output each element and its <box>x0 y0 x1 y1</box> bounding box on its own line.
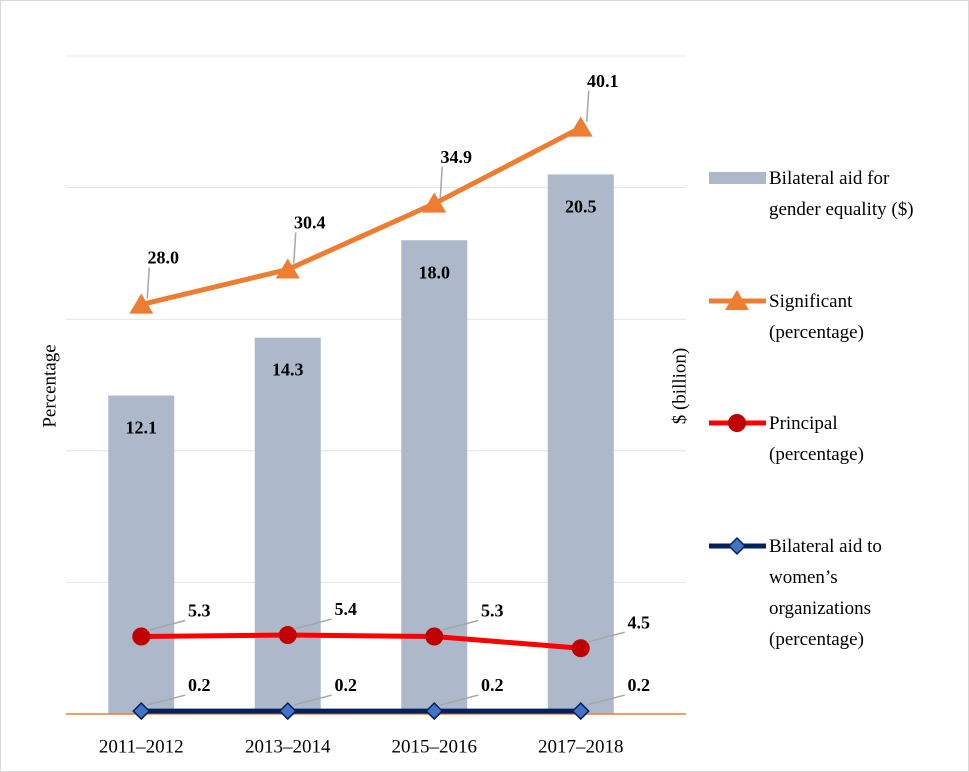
leader-line <box>586 694 625 706</box>
data-label: 0.2 <box>481 675 504 695</box>
leader-line <box>146 267 150 299</box>
data-label: 0.2 <box>335 675 358 695</box>
marker <box>425 627 444 646</box>
y-axis-label: Percentage <box>39 344 60 427</box>
data-label: 12.1 <box>126 418 158 438</box>
marker <box>278 626 297 645</box>
marker <box>129 293 154 314</box>
marker <box>132 702 151 721</box>
x-tick-label: 2015–2016 <box>392 736 478 757</box>
data-label: 5.3 <box>188 601 211 621</box>
bar <box>108 395 175 714</box>
marker <box>571 702 590 721</box>
marker <box>425 702 444 721</box>
data-label: 5.3 <box>481 601 504 621</box>
data-label: 5.4 <box>335 599 358 619</box>
data-label: 4.5 <box>628 612 651 632</box>
data-label: 0.2 <box>628 675 651 695</box>
marker <box>571 639 590 658</box>
data-label: 40.1 <box>587 71 619 91</box>
marker <box>275 258 300 279</box>
legend-label: Bilateral aid to women’s organizations (… <box>769 536 882 650</box>
leader-line <box>293 618 332 630</box>
data-label: 28.0 <box>148 248 180 268</box>
marker <box>422 192 447 213</box>
leader-line <box>440 619 479 632</box>
line <box>141 632 581 651</box>
leader-line <box>440 694 479 706</box>
legend-label: Significant (percentage) <box>769 291 864 343</box>
legend-swatch <box>709 172 766 184</box>
leader-line <box>586 90 590 122</box>
leader-line <box>586 631 625 643</box>
marker <box>278 702 297 721</box>
data-label: 18.0 <box>419 262 451 282</box>
leader-line <box>439 166 443 198</box>
data-label: 0.2 <box>188 675 211 695</box>
bar <box>254 337 321 714</box>
line <box>140 125 582 308</box>
marker <box>727 536 747 556</box>
data-label: 14.3 <box>272 360 304 380</box>
marker <box>728 414 746 432</box>
data-label: 20.5 <box>565 197 597 217</box>
leader-line <box>293 694 332 706</box>
y2-axis-label: $ (billion) <box>669 348 690 425</box>
data-label: 34.9 <box>441 147 473 167</box>
marker <box>568 116 593 137</box>
marker <box>132 627 151 646</box>
marker <box>725 290 749 310</box>
legend-label: Bilateral aid for gender equality ($) <box>769 168 914 220</box>
x-tick-label: 2017–2018 <box>538 736 624 757</box>
legend-label: Principal (percentage) <box>769 413 864 465</box>
data-label: 30.4 <box>294 213 326 233</box>
leader-line <box>293 232 297 264</box>
bar <box>547 174 614 714</box>
x-tick-label: 2011–2012 <box>99 736 184 757</box>
leader-line <box>147 694 186 706</box>
leader-line <box>147 619 186 632</box>
x-tick-label: 2013–2014 <box>245 736 331 757</box>
